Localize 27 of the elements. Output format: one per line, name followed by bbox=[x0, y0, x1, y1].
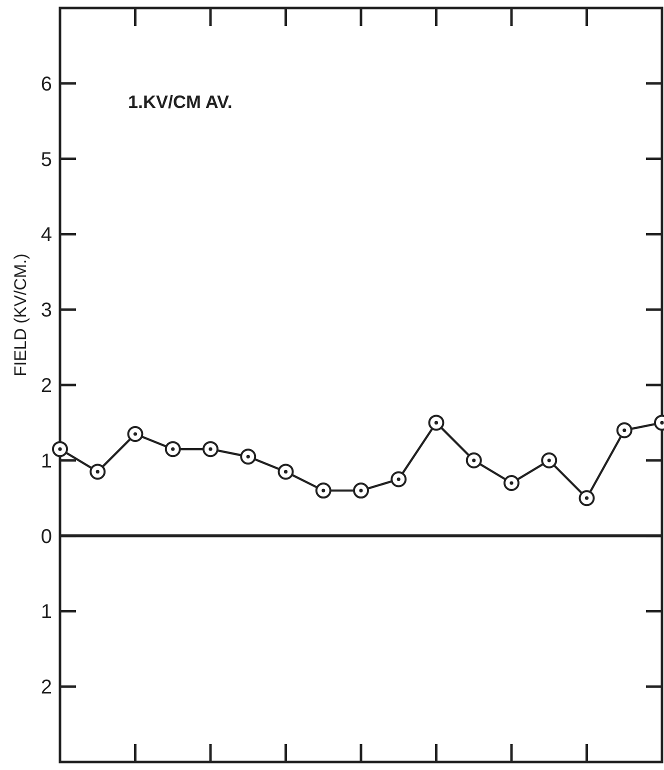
point bbox=[127, 426, 144, 442]
point bbox=[278, 464, 294, 480]
point bbox=[240, 448, 256, 465]
point bbox=[541, 452, 558, 468]
y-tick-label: 2 bbox=[40, 375, 52, 397]
point bbox=[315, 482, 332, 499]
point bbox=[504, 475, 520, 492]
point bbox=[353, 482, 369, 499]
y-tick-label: 4 bbox=[40, 224, 52, 246]
y-tick-label: 1 bbox=[40, 450, 52, 472]
y-axis-title: FIELD (KV/CM.) bbox=[11, 254, 30, 376]
point bbox=[390, 471, 407, 488]
point bbox=[616, 422, 632, 438]
y-tick-label: 1 bbox=[40, 601, 52, 624]
point bbox=[466, 452, 482, 468]
y-tick-label: 6 bbox=[40, 73, 52, 96]
y-tick-label: 5 bbox=[40, 148, 52, 171]
y-tick-label: 2 bbox=[40, 676, 52, 699]
annotation: 1.KV/CM AV. bbox=[128, 92, 232, 112]
y-tick-label: 0 bbox=[40, 526, 52, 548]
point bbox=[164, 441, 181, 458]
point bbox=[90, 464, 106, 480]
point bbox=[428, 414, 444, 431]
point bbox=[578, 490, 595, 506]
point bbox=[52, 441, 68, 458]
point bbox=[202, 441, 218, 458]
y-tick-label: 3 bbox=[40, 300, 52, 322]
